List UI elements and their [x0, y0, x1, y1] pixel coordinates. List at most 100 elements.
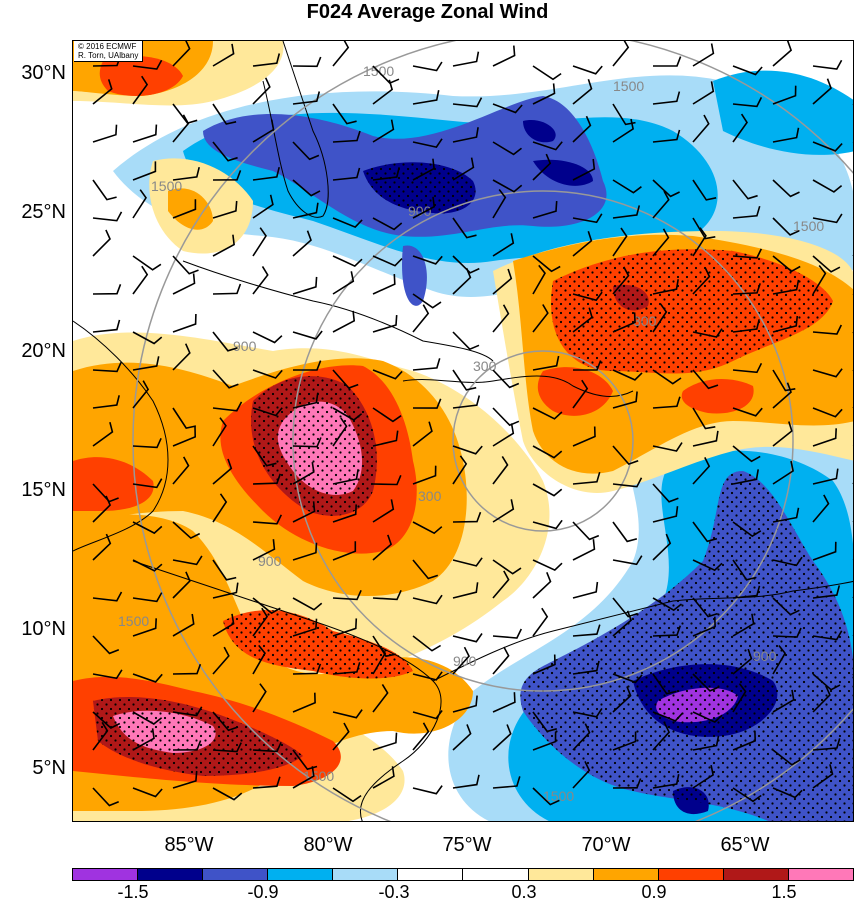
wind-barb [132, 380, 150, 409]
wind-barb [852, 482, 853, 484]
wind-barb [172, 41, 191, 67]
wind-barb [772, 507, 800, 523]
wind-barb [812, 673, 841, 691]
wind-barb [212, 742, 242, 753]
wind-barb [492, 692, 516, 713]
wind-barb [172, 343, 191, 371]
range-ring-labels: 1500 1500 1500 1500 900 900 900 900 300 … [118, 63, 824, 804]
wind-barb [292, 392, 319, 409]
wind-barb [452, 51, 480, 67]
wind-barb [692, 328, 723, 338]
lat-label-10n: 10°N [21, 618, 66, 640]
wind-barb [732, 319, 760, 333]
wind-barb [172, 407, 197, 429]
wind-barb [852, 406, 853, 408]
wind-barb [492, 179, 523, 193]
wind-barb [812, 685, 831, 713]
wind-barb [612, 369, 643, 381]
map-plot: 1500 1500 1500 1500 900 900 900 900 300 … [72, 40, 854, 822]
wind-barb [612, 555, 643, 566]
wind-barb [132, 478, 163, 489]
wind-barb [452, 455, 468, 485]
wind-barb [612, 521, 638, 543]
wind-barb [492, 141, 522, 156]
wind-barb [612, 778, 642, 789]
wind-barb [652, 303, 668, 333]
wind-barb [332, 417, 348, 447]
wind-barb [732, 559, 757, 581]
wind-barb [692, 81, 715, 105]
wind-barb [492, 559, 522, 575]
wind-barb [692, 267, 711, 295]
wind-barb [412, 158, 435, 181]
wind-barb [332, 369, 359, 389]
wind-barb [212, 458, 233, 485]
wind-barb [452, 267, 472, 295]
wind-barb [652, 442, 683, 452]
wind-barb [212, 559, 237, 581]
wind-barb [532, 255, 561, 273]
wind-barb [732, 469, 759, 485]
wind-barb [772, 627, 802, 638]
wind-barb [292, 766, 315, 789]
wind-barb [132, 189, 147, 219]
colorbar-swatch [658, 869, 724, 880]
wind-barb [172, 103, 198, 125]
wind-barb [492, 233, 515, 257]
wind-barb [612, 118, 634, 143]
wind-barb [572, 539, 596, 561]
colorbar-swatch [268, 869, 334, 880]
wind-barb [292, 91, 321, 105]
wind-barb [652, 190, 670, 219]
wind-barb [692, 711, 723, 724]
wind-barb [692, 430, 719, 447]
wind-barb [852, 142, 853, 143]
ring-label-900: 900 [233, 338, 257, 354]
wind-barb [772, 460, 794, 485]
wind-barb [332, 217, 363, 229]
wind-barb [412, 635, 442, 652]
wind-barb [212, 234, 235, 257]
wind-barb [372, 635, 396, 658]
wind-barb [612, 477, 643, 488]
wind-barb [572, 307, 593, 333]
wind-barb [652, 673, 677, 695]
colorbar-swatch [398, 869, 464, 880]
wind-barb [372, 589, 402, 601]
wind-barb [612, 227, 628, 257]
wind-barb [332, 787, 362, 803]
wind-barb [692, 43, 715, 67]
wind-barb [652, 279, 679, 295]
wind-barb [532, 304, 549, 333]
colorbar-swatch [333, 869, 399, 880]
wind-barb [172, 706, 203, 717]
wind-barb [732, 730, 757, 751]
wind-barb [812, 179, 843, 193]
wind-barb [412, 61, 443, 72]
wind-barb [812, 265, 827, 295]
wind-barb [452, 445, 483, 455]
wind-barb [372, 407, 402, 423]
wind-barb [572, 581, 599, 599]
wind-barb [692, 735, 720, 751]
wind-barb [212, 613, 235, 637]
wind-barb [652, 722, 671, 751]
wind-barb [772, 279, 800, 295]
wind-barb [452, 97, 483, 108]
wind-barb [532, 201, 558, 219]
lat-label-20n: 20°N [21, 340, 66, 362]
wind-barb [292, 597, 323, 611]
wind-barb [492, 646, 510, 675]
wind-barb [172, 273, 196, 295]
wind-barb [812, 407, 843, 418]
wind-barb [132, 592, 163, 603]
wind-barb [92, 669, 123, 680]
wind-barb [372, 119, 395, 143]
ring-label-1500: 1500 [151, 178, 182, 194]
wind-barb [732, 205, 761, 219]
ring-label-900: 900 [258, 553, 282, 569]
wind-barb [772, 556, 803, 567]
wind-barb [612, 686, 632, 713]
wind-barb [772, 217, 800, 236]
wind-barb [532, 264, 546, 295]
